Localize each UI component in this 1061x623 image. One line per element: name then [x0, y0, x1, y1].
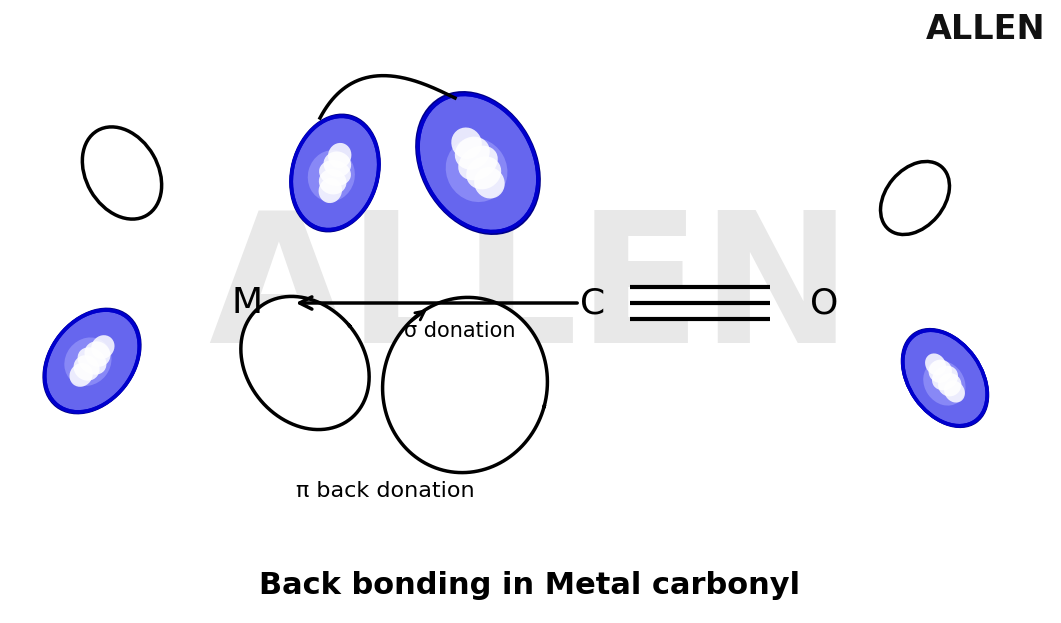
- Ellipse shape: [69, 363, 92, 387]
- Ellipse shape: [903, 330, 987, 426]
- Ellipse shape: [77, 348, 106, 374]
- Text: π back donation: π back donation: [296, 481, 474, 501]
- Ellipse shape: [466, 156, 501, 189]
- Ellipse shape: [901, 328, 989, 428]
- Ellipse shape: [318, 178, 342, 203]
- Ellipse shape: [42, 308, 141, 414]
- Text: ALLEN: ALLEN: [208, 205, 852, 381]
- Ellipse shape: [418, 95, 538, 232]
- Ellipse shape: [938, 373, 961, 396]
- Ellipse shape: [324, 151, 351, 177]
- Ellipse shape: [455, 136, 490, 169]
- Ellipse shape: [458, 146, 498, 180]
- Ellipse shape: [451, 128, 482, 159]
- Ellipse shape: [292, 117, 379, 230]
- Ellipse shape: [881, 161, 950, 234]
- Ellipse shape: [83, 127, 161, 219]
- Text: C: C: [579, 286, 605, 320]
- Text: Back bonding in Metal carbonyl: Back bonding in Metal carbonyl: [260, 571, 801, 599]
- Ellipse shape: [415, 91, 541, 235]
- Ellipse shape: [925, 353, 946, 376]
- Ellipse shape: [474, 167, 505, 199]
- Polygon shape: [383, 297, 547, 473]
- Ellipse shape: [91, 335, 115, 359]
- Ellipse shape: [319, 160, 351, 186]
- Ellipse shape: [85, 341, 110, 367]
- Polygon shape: [241, 297, 369, 430]
- Ellipse shape: [932, 366, 958, 390]
- Ellipse shape: [308, 150, 354, 202]
- Text: O: O: [810, 286, 838, 320]
- Ellipse shape: [446, 138, 507, 202]
- Text: ALLEN: ALLEN: [925, 13, 1045, 46]
- Ellipse shape: [923, 361, 966, 406]
- Ellipse shape: [45, 310, 139, 412]
- Ellipse shape: [944, 381, 964, 402]
- Ellipse shape: [319, 169, 347, 194]
- Ellipse shape: [65, 338, 111, 386]
- Ellipse shape: [928, 359, 952, 383]
- Ellipse shape: [73, 355, 100, 381]
- Text: M: M: [232, 286, 263, 320]
- Text: σ donation: σ donation: [404, 321, 516, 341]
- Ellipse shape: [290, 113, 381, 232]
- Ellipse shape: [328, 143, 351, 168]
